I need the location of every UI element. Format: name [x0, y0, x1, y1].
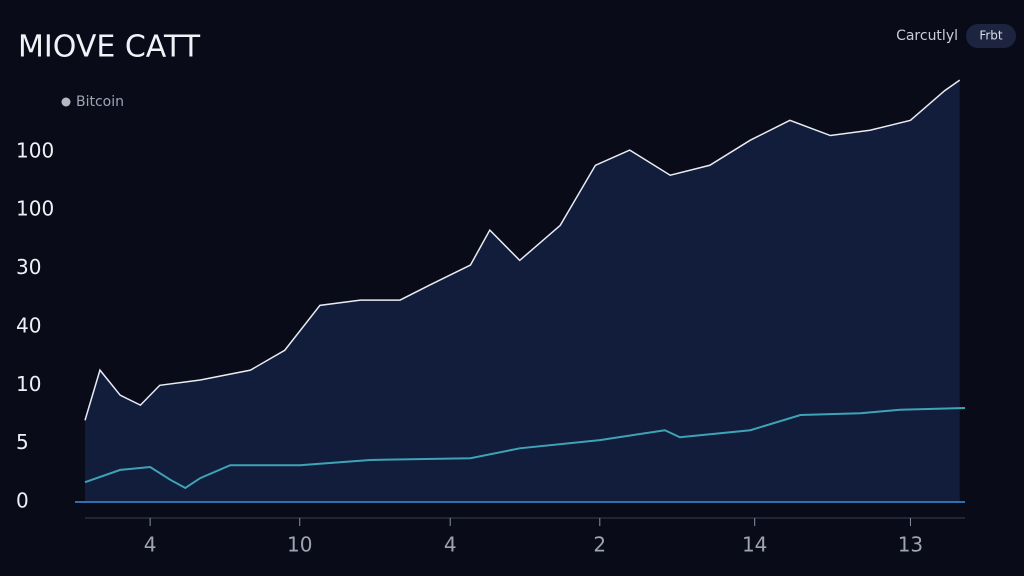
line	[84, 79, 961, 421]
x-tick-label: 2	[593, 533, 606, 557]
header-button-label[interactable]: Frbt	[979, 29, 1003, 43]
y-tick-label: 40	[16, 313, 41, 337]
x-tick-label: 10	[287, 533, 312, 557]
y-tick-label: 5	[16, 430, 29, 454]
x-tick-label: 4	[444, 533, 457, 557]
header-link[interactable]: Carcutlyl	[896, 28, 958, 44]
line	[84, 407, 966, 490]
y-tick-label: 0	[16, 489, 29, 513]
x-tick-label: 4	[144, 533, 157, 557]
legend-swatch	[61, 97, 71, 107]
x-tick-label: 13	[898, 533, 923, 557]
y-tick-label: 100	[16, 197, 54, 221]
y-tick-label: 30	[16, 255, 41, 279]
area	[85, 80, 960, 502]
legend-label: Bitcoin	[76, 94, 124, 110]
header-button[interactable]	[966, 24, 1016, 48]
chart-title: MIOVE CATT	[18, 30, 201, 65]
y-tick-label: 100	[16, 138, 54, 162]
y-tick-label: 10	[16, 372, 41, 396]
x-tick-label: 14	[742, 533, 767, 557]
